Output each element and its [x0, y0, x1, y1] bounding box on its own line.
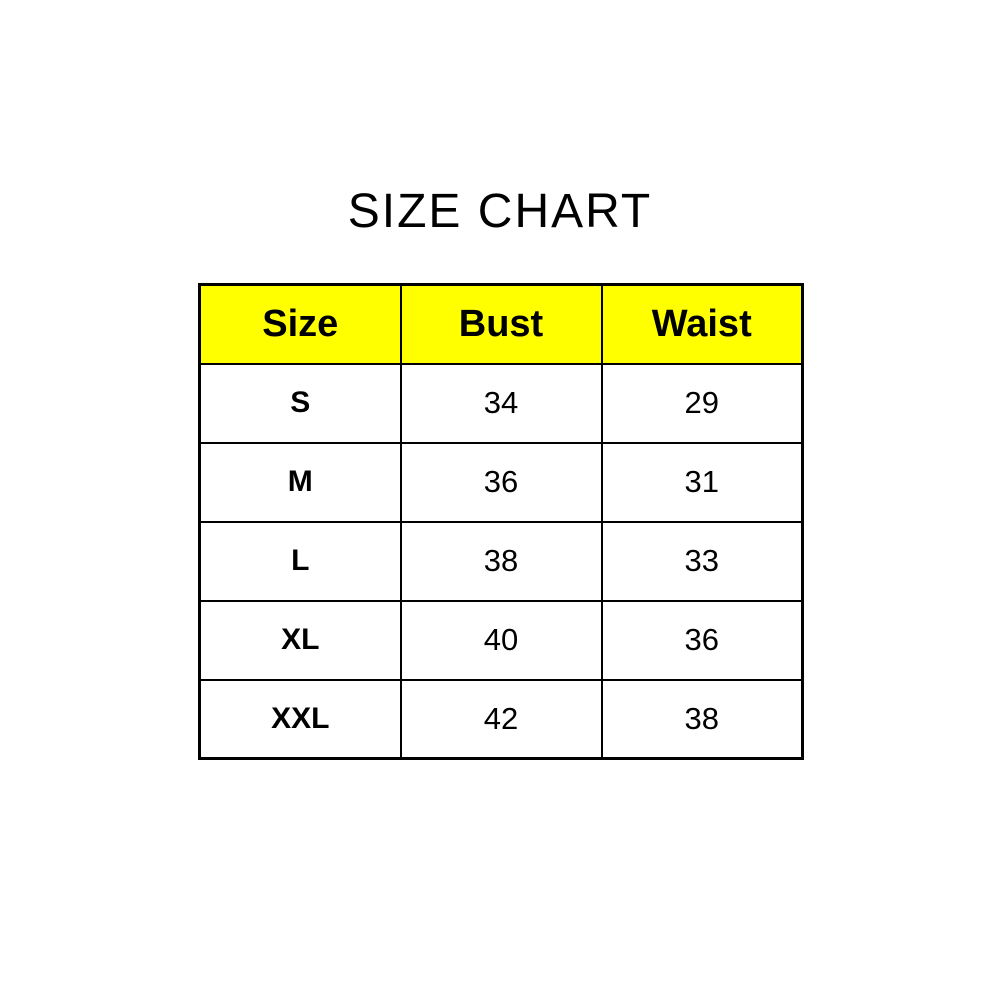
size-cell: XXL	[198, 678, 402, 760]
waist-cell: 33	[600, 520, 804, 602]
size-cell: L	[198, 520, 402, 602]
header-row: Size Bust Waist	[198, 283, 804, 365]
size-cell: M	[198, 441, 402, 523]
size-chart-table: Size Bust Waist S 34 29 M 36 31 L 38 33 …	[198, 283, 804, 760]
bust-cell: 38	[399, 520, 603, 602]
table-row: XXL 42 38	[198, 678, 804, 760]
waist-cell: 29	[600, 362, 804, 444]
column-header-bust: Bust	[399, 283, 603, 365]
size-cell: XL	[198, 599, 402, 681]
size-cell: S	[198, 362, 402, 444]
table-row: L 38 33	[198, 520, 804, 602]
column-header-size: Size	[198, 283, 402, 365]
waist-cell: 36	[600, 599, 804, 681]
table-row: S 34 29	[198, 362, 804, 444]
bust-cell: 34	[399, 362, 603, 444]
column-header-waist: Waist	[600, 283, 804, 365]
bust-cell: 42	[399, 678, 603, 760]
page-title: SIZE CHART	[347, 185, 653, 238]
bust-cell: 40	[399, 599, 603, 681]
table-row: M 36 31	[198, 441, 804, 523]
table-row: XL 40 36	[198, 599, 804, 681]
waist-cell: 38	[600, 678, 804, 760]
waist-cell: 31	[600, 441, 804, 523]
bust-cell: 36	[399, 441, 603, 523]
